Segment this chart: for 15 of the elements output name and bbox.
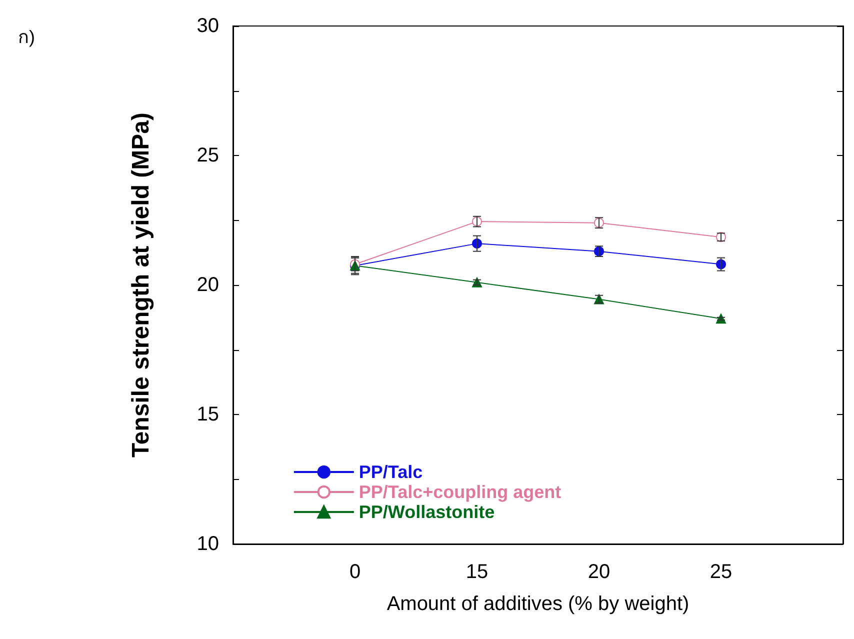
x-tick-label: 15	[466, 561, 488, 583]
x-axis-title: Amount of additives (% by weight)	[386, 593, 690, 615]
legend-label: PP/Wollastonite	[358, 502, 495, 522]
x-tick-label: 20	[588, 561, 610, 583]
y-tick-label: 10	[196, 533, 219, 555]
legend-label: PP/Talc+coupling agent	[358, 482, 562, 502]
y-tick-label: 30	[196, 15, 219, 37]
text: ก)	[18, 27, 35, 47]
y-axis-title: Tensile strength at yield (MPa)	[128, 112, 154, 458]
y-tick-label: 25	[196, 144, 219, 166]
y-tick-label: 15	[196, 404, 219, 426]
x-tick-label: 0	[349, 561, 361, 583]
y-tick-label: 20	[196, 274, 219, 296]
legend-label: PP/Talc	[358, 462, 423, 482]
x-tick-label: 25	[710, 561, 732, 583]
